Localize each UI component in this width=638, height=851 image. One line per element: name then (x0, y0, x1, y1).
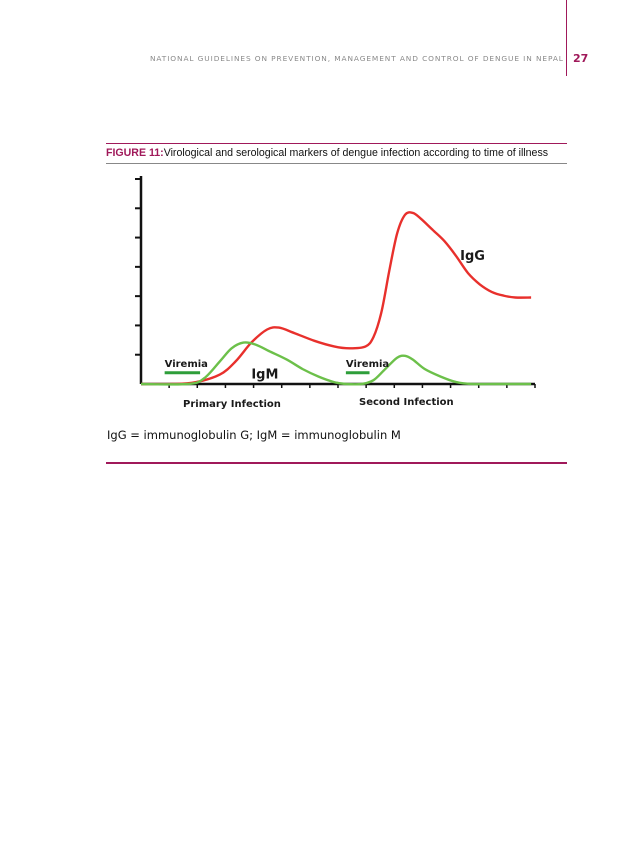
figure-bottom-rule (106, 462, 567, 464)
figure-footnote: IgG = immunoglobulin G; IgM = immunoglob… (107, 428, 401, 442)
figure-caption-rule (106, 163, 567, 164)
figure-caption-text: Virological and serological markers of d… (163, 147, 549, 159)
x-label-second-infection: Second Infection (359, 397, 454, 408)
series-igg-line (140, 211, 532, 386)
figure-top-rule (106, 143, 567, 144)
figure-label: FIGURE 11: (106, 147, 164, 159)
annotation-viremia: Viremia (346, 359, 389, 370)
annotation-igm: IgM (251, 367, 278, 382)
annotation-igg: IgG (460, 249, 485, 264)
x-label-primary-infection: Primary Infection (183, 399, 281, 410)
figure-caption: FIGURE 11:Virological and serological ma… (106, 147, 576, 159)
annotation-viremia: Viremia (165, 359, 208, 370)
page-number: 27 (573, 52, 589, 65)
dengue-markers-chart: Viremia Viremia IgM IgG Primary Infection Sec… (135, 176, 536, 410)
running-title: NATIONAL GUIDELINES ON PREVENTION, MANAG… (150, 54, 564, 63)
header-vertical-rule (566, 0, 567, 76)
series-igm-line (140, 341, 532, 386)
